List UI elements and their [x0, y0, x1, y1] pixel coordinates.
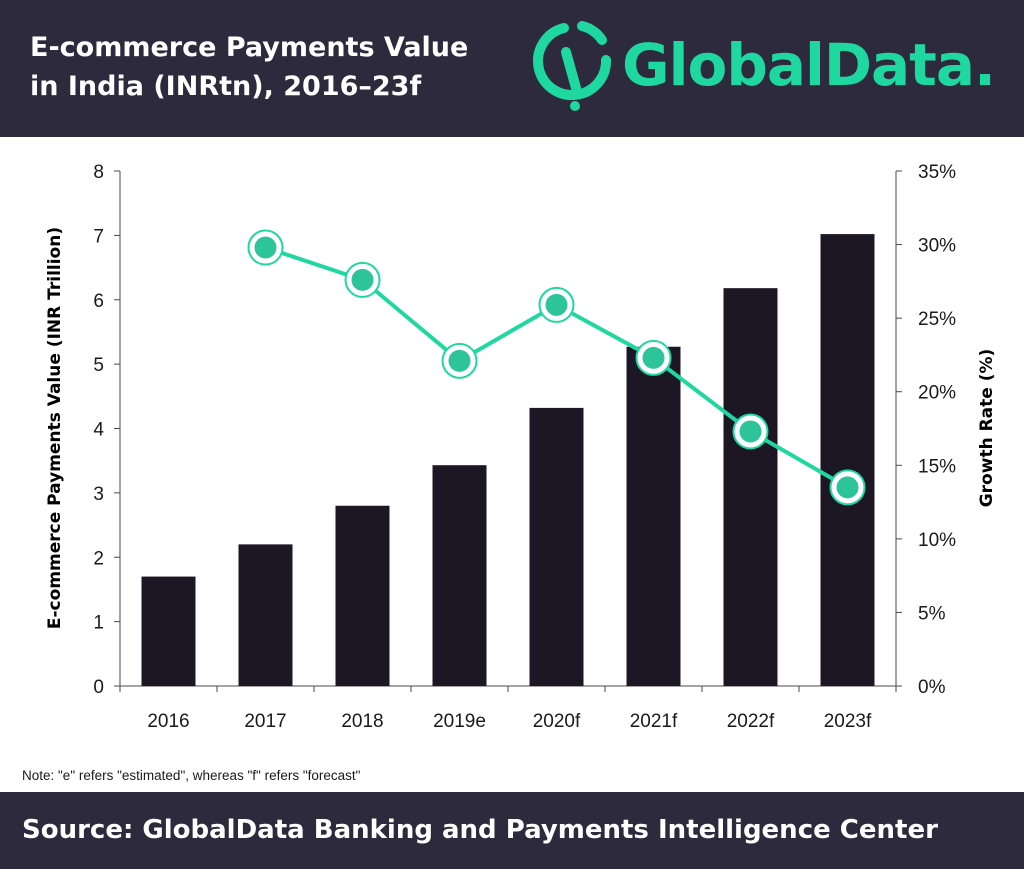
source-text: Source: GlobalData Banking and Payments … — [22, 815, 938, 845]
globaldata-logo-text: GlobalData. — [622, 31, 996, 99]
bar — [529, 407, 584, 686]
x-tick-label: 2023f — [824, 711, 872, 732]
header-banner: E-commerce Payments Value in India (INRt… — [0, 0, 1024, 137]
x-tick-label: 2016 — [147, 711, 189, 732]
y-right-tick-label: 30% — [918, 236, 956, 257]
bar — [141, 576, 196, 686]
globaldata-logo-icon — [533, 21, 612, 111]
chart-title: E-commerce Payments Value in India (INRt… — [30, 28, 510, 106]
y-left-tick-label: 3 — [93, 484, 104, 505]
y-left-tick-label: 5 — [93, 355, 104, 376]
y-right-tick-label: 0% — [918, 677, 946, 698]
y-right-tick-label: 20% — [918, 383, 956, 404]
x-tick-label: 2021f — [630, 711, 678, 732]
y-axis-right-title: Growth Rate (%) — [977, 349, 997, 508]
y-right-tick-label: 10% — [918, 530, 956, 551]
bar-series — [141, 234, 875, 686]
x-tick-label: 2020f — [533, 711, 581, 732]
x-tick-label: 2017 — [244, 711, 286, 732]
y-left-tick-label: 4 — [93, 420, 104, 441]
bar — [626, 346, 681, 686]
bar — [820, 234, 875, 686]
x-axis-labels: 2016 2017 2018 2019e 2020f 2021f 2022f 2023f — [119, 686, 897, 732]
growth-marker — [836, 476, 859, 499]
bar — [723, 288, 778, 686]
x-tick-label: 2022f — [727, 711, 775, 732]
growth-marker — [351, 268, 374, 291]
bar — [335, 505, 390, 686]
y-left-tick-label: 7 — [93, 226, 104, 247]
y-left-tick-label: 8 — [93, 162, 104, 183]
chart-title-line1: E-commerce Payments Value — [30, 32, 469, 63]
growth-marker — [642, 346, 665, 369]
x-tick-label: 2018 — [341, 711, 383, 732]
y-left-tick-label: 0 — [93, 677, 104, 698]
chart-title-line2: in India (INRtn), 2016–23f — [30, 71, 422, 102]
growth-marker — [448, 349, 471, 372]
y-right-tick-label: 35% — [918, 162, 956, 183]
y-right-tick-label: 25% — [918, 309, 956, 330]
growth-markers — [247, 229, 866, 506]
y-axis-left-title: E-commerce Payments Value (INR Trillion) — [45, 227, 65, 629]
bar — [432, 465, 487, 686]
bar — [238, 544, 293, 686]
growth-marker — [545, 293, 568, 316]
x-tick-label: 2019e — [433, 711, 486, 732]
y-left-tick-label: 6 — [93, 291, 104, 312]
growth-marker — [254, 236, 277, 259]
growth-marker — [739, 420, 762, 443]
y-right-tick-label: 15% — [918, 456, 956, 477]
y-right-tick-label: 5% — [918, 603, 946, 624]
y-left-tick-label: 2 — [93, 548, 104, 569]
footer-banner: Source: GlobalData Banking and Payments … — [0, 792, 1024, 869]
y-axis-right: 0% 5% 10% 15% 20% 25% 30% 35% — [895, 162, 956, 698]
globaldata-logo: GlobalData. — [530, 18, 1010, 118]
y-left-tick-label: 1 — [93, 613, 104, 634]
footnote: Note: "e" refers "estimated", whereas "f… — [22, 768, 361, 783]
y-axis-left: 0 1 2 3 4 5 6 7 8 — [93, 162, 121, 698]
